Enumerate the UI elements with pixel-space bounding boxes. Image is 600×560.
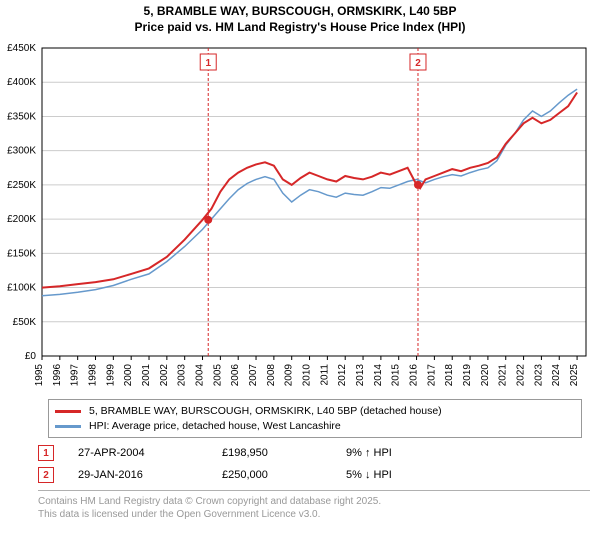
svg-text:£300K: £300K <box>7 146 36 157</box>
svg-text:2005: 2005 <box>212 364 223 387</box>
svg-text:£250K: £250K <box>7 180 36 191</box>
footer: Contains HM Land Registry data © Crown c… <box>38 490 590 521</box>
svg-text:£450K: £450K <box>7 43 36 54</box>
event-diff: 5% ↓ HPI <box>346 469 590 481</box>
legend-swatch-red <box>55 410 81 413</box>
svg-text:2025: 2025 <box>569 364 580 387</box>
svg-text:2023: 2023 <box>533 364 544 387</box>
event-badge: 1 <box>38 445 54 461</box>
svg-text:2024: 2024 <box>551 364 562 387</box>
svg-text:2014: 2014 <box>373 364 384 387</box>
event-row: 2 29-JAN-2016 £250,000 5% ↓ HPI <box>38 464 590 486</box>
svg-text:1999: 1999 <box>105 364 116 387</box>
svg-text:2000: 2000 <box>123 364 134 387</box>
svg-text:2003: 2003 <box>177 364 188 387</box>
title-line-2: Price paid vs. HM Land Registry's House … <box>0 20 600 36</box>
svg-text:£350K: £350K <box>7 111 36 122</box>
legend-swatch-blue <box>55 425 81 428</box>
svg-text:2021: 2021 <box>498 364 509 387</box>
svg-text:2002: 2002 <box>159 364 170 387</box>
events-table: 1 27-APR-2004 £198,950 9% ↑ HPI 2 29-JAN… <box>38 442 590 486</box>
svg-text:2007: 2007 <box>248 364 259 387</box>
event-diff: 9% ↑ HPI <box>346 447 590 459</box>
legend: 5, BRAMBLE WAY, BURSCOUGH, ORMSKIRK, L40… <box>48 399 582 438</box>
svg-text:2017: 2017 <box>426 364 437 387</box>
svg-text:2: 2 <box>415 58 421 69</box>
svg-text:£0: £0 <box>25 351 37 362</box>
svg-text:2022: 2022 <box>516 364 527 387</box>
svg-text:£150K: £150K <box>7 248 36 259</box>
svg-text:1995: 1995 <box>34 364 45 387</box>
title-line-1: 5, BRAMBLE WAY, BURSCOUGH, ORMSKIRK, L40… <box>0 4 600 20</box>
svg-text:2008: 2008 <box>266 364 277 387</box>
svg-text:1997: 1997 <box>70 364 81 387</box>
svg-text:1998: 1998 <box>88 364 99 387</box>
footer-line-2: This data is licensed under the Open Gov… <box>38 508 590 521</box>
svg-text:£200K: £200K <box>7 214 36 225</box>
svg-text:2004: 2004 <box>195 364 206 387</box>
event-date: 27-APR-2004 <box>78 447 198 459</box>
footer-line-1: Contains HM Land Registry data © Crown c… <box>38 495 590 508</box>
event-badge: 2 <box>38 467 54 483</box>
svg-text:2019: 2019 <box>462 364 473 387</box>
svg-text:2001: 2001 <box>141 364 152 387</box>
event-price: £250,000 <box>222 469 322 481</box>
event-price: £198,950 <box>222 447 322 459</box>
event-date: 29-JAN-2016 <box>78 469 198 481</box>
svg-text:2016: 2016 <box>409 364 420 387</box>
svg-text:2011: 2011 <box>319 364 330 386</box>
chart-titles: 5, BRAMBLE WAY, BURSCOUGH, ORMSKIRK, L40… <box>0 0 600 35</box>
svg-text:2009: 2009 <box>284 364 295 387</box>
svg-text:£400K: £400K <box>7 77 36 88</box>
svg-text:2020: 2020 <box>480 364 491 387</box>
chart-area: £0£50K£100K£150K£200K£250K£300K£350K£400… <box>38 44 590 394</box>
svg-text:1: 1 <box>205 58 211 69</box>
legend-row-red: 5, BRAMBLE WAY, BURSCOUGH, ORMSKIRK, L40… <box>55 404 575 419</box>
svg-text:1996: 1996 <box>52 364 63 387</box>
svg-text:2018: 2018 <box>444 364 455 387</box>
svg-text:£50K: £50K <box>13 317 37 328</box>
svg-text:£100K: £100K <box>7 283 36 294</box>
svg-text:2010: 2010 <box>302 364 313 387</box>
svg-text:2013: 2013 <box>355 364 366 387</box>
svg-text:2015: 2015 <box>391 364 402 387</box>
event-row: 1 27-APR-2004 £198,950 9% ↑ HPI <box>38 442 590 464</box>
legend-label-blue: HPI: Average price, detached house, West… <box>89 419 341 434</box>
svg-text:2006: 2006 <box>230 364 241 387</box>
legend-label-red: 5, BRAMBLE WAY, BURSCOUGH, ORMSKIRK, L40… <box>89 404 442 419</box>
price-chart: £0£50K£100K£150K£200K£250K£300K£350K£400… <box>38 44 590 394</box>
legend-row-blue: HPI: Average price, detached house, West… <box>55 419 575 434</box>
svg-text:2012: 2012 <box>337 364 348 387</box>
